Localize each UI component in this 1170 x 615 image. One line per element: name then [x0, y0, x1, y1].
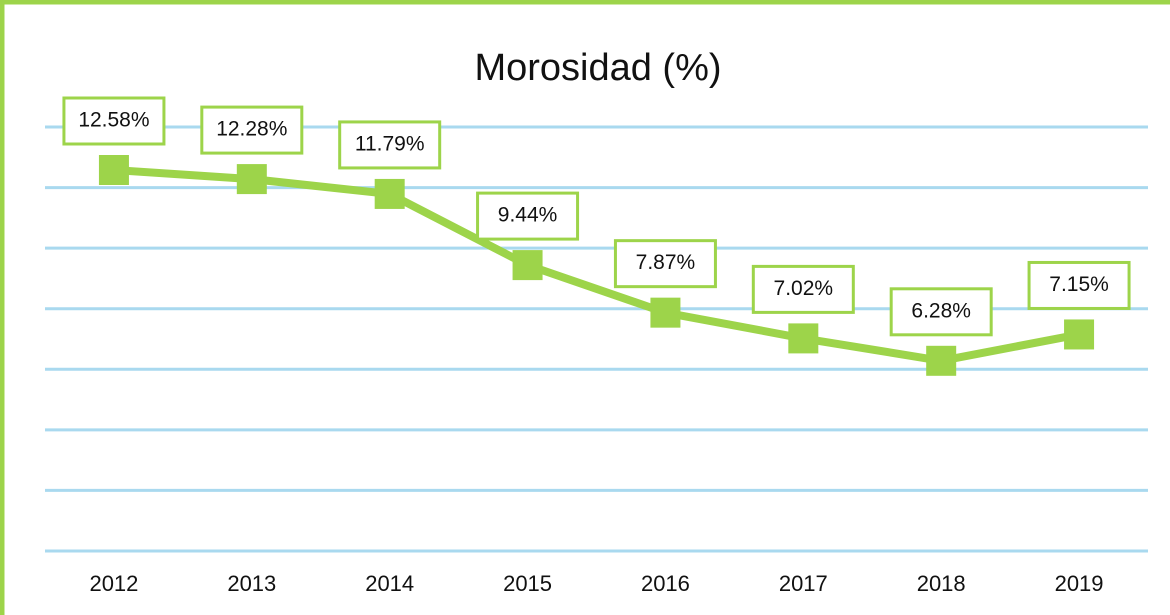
marker — [788, 323, 819, 354]
label-box — [889, 287, 993, 337]
data-label: 7.02% — [774, 277, 834, 300]
data-label: 12.28% — [216, 118, 287, 141]
x-tick-label: 2013 — [227, 571, 276, 596]
marker — [98, 155, 129, 186]
label-box — [476, 191, 580, 241]
marker — [236, 164, 267, 195]
label-box — [751, 264, 855, 314]
x-tick-label: 2012 — [89, 571, 138, 596]
marker — [650, 297, 681, 328]
data-label: 11.79% — [355, 132, 425, 155]
marker — [926, 345, 957, 376]
line — [113, 166, 1080, 365]
label-box — [338, 120, 442, 170]
chart-title: Morosidad (%) — [474, 47, 721, 89]
data-label: 9.44% — [498, 204, 558, 227]
x-tick-label: 2019 — [1055, 571, 1104, 596]
x-tick-label: 2018 — [917, 571, 966, 596]
data-label: 12.58% — [78, 109, 149, 132]
data-label: 7.87% — [636, 251, 696, 274]
label-box — [613, 239, 717, 289]
label-box — [200, 105, 304, 155]
marker — [374, 178, 405, 209]
data-label: 7.15% — [1049, 273, 1109, 296]
x-tick-label: 2017 — [779, 571, 828, 596]
label-box — [1027, 260, 1131, 310]
x-tick-label: 2016 — [641, 571, 690, 596]
label-box — [62, 96, 166, 146]
marker — [1064, 319, 1095, 350]
data-label: 6.28% — [911, 299, 971, 322]
marker — [512, 250, 543, 281]
x-tick-label: 2014 — [365, 571, 414, 596]
x-tick-label: 2015 — [503, 571, 552, 596]
